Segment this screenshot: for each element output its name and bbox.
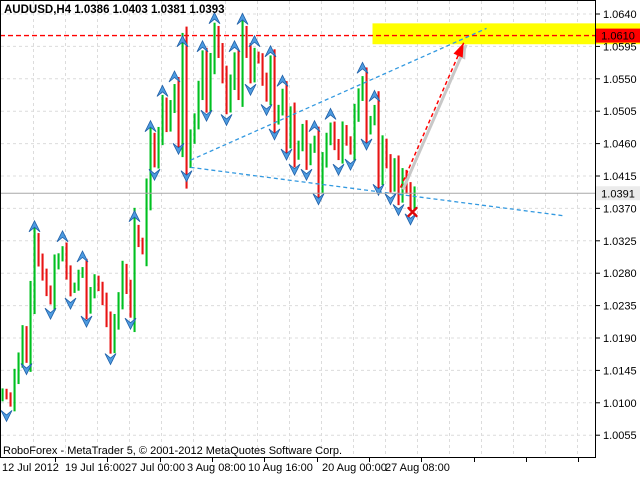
price-tick-label: 1.0145 <box>603 365 637 377</box>
fractal-down-icon <box>104 353 117 366</box>
fractal-down-icon <box>332 163 345 177</box>
fractals-layer <box>0 11 417 423</box>
fractal-up-icon <box>308 119 321 132</box>
price-tick-label: 1.0370 <box>603 203 637 215</box>
current-price-label-text: 1.0391 <box>601 188 635 200</box>
fractal-up-icon <box>156 84 169 97</box>
fractal-down-icon <box>288 163 301 177</box>
fractal-up-icon <box>248 34 261 48</box>
fractal-up-icon <box>356 61 369 74</box>
price-tick-label: 1.0415 <box>603 171 637 183</box>
price-tick-label: 1.0280 <box>603 268 637 280</box>
current-price-label <box>596 186 640 201</box>
projection-arrow[interactable] <box>399 42 468 191</box>
time-tick-label: 27 Jul 00:00 <box>125 462 185 474</box>
time-tick-label: 3 Aug 08:00 <box>187 462 246 474</box>
time-tick-label: 27 Aug 08:00 <box>385 462 450 474</box>
plot-frame <box>0 0 596 458</box>
price-tick-label: 1.0190 <box>603 333 637 345</box>
target-price-label <box>596 28 640 43</box>
fractal-down-icon <box>244 83 257 97</box>
price-tick-label: 1.0595 <box>603 41 637 53</box>
price-tick-label: 1.0460 <box>603 139 637 151</box>
x-marker[interactable] <box>407 206 418 218</box>
price-tick-label: 1.0640 <box>603 9 637 21</box>
fractal-down-icon <box>280 148 293 161</box>
fractal-up-icon <box>144 119 157 132</box>
grid-layer <box>1 1 595 457</box>
fractal-up-icon <box>28 219 41 233</box>
fractal-down-icon <box>20 363 33 376</box>
price-tick-label: 1.0100 <box>603 398 637 410</box>
chart-title: AUDUSD,H4 1.0386 1.0403 1.0381 1.0393 <box>4 4 225 16</box>
time-tick-label: 12 Jul 2012 <box>2 462 59 474</box>
fractal-up-icon <box>228 39 241 53</box>
fractal-up-icon <box>208 11 221 24</box>
price-tick-label: 1.0550 <box>603 74 637 86</box>
fractal-down-icon <box>180 170 193 183</box>
time-tick-label: 20 Aug 00:00 <box>322 462 387 474</box>
fractal-down-icon <box>260 104 273 117</box>
fractal-down-icon <box>220 114 233 127</box>
fractal-up-icon <box>128 209 141 222</box>
fractal-down-icon <box>392 204 405 217</box>
fractal-up-icon <box>196 39 209 53</box>
fractal-down-icon <box>344 158 357 172</box>
price-tick-label: 1.0505 <box>603 106 637 118</box>
resistance-zone[interactable] <box>372 23 640 45</box>
price-tick-label: 1.0055 <box>603 430 637 442</box>
fractal-down-icon <box>300 168 313 182</box>
fractal-up-icon <box>176 34 189 48</box>
time-tick-label: 10 Aug 16:00 <box>248 462 313 474</box>
fractal-up-icon <box>56 229 69 243</box>
fractal-up-icon <box>168 70 181 83</box>
fractal-down-icon <box>44 307 57 321</box>
price-tick-label: 1.0325 <box>603 236 637 248</box>
fractal-up-icon <box>236 12 249 25</box>
fractal-down-icon <box>148 168 161 182</box>
fractal-down-icon <box>372 184 385 197</box>
price-tick-label: 1.0235 <box>603 301 637 313</box>
fractal-down-icon <box>0 410 13 423</box>
target-price-label-text: 1.0610 <box>601 31 635 43</box>
fractal-up-icon <box>76 250 89 263</box>
fractal-down-icon <box>312 193 325 206</box>
fractal-down-icon <box>268 128 281 141</box>
fractal-down-icon <box>360 138 373 151</box>
copyright-text: RoboForex - MetaTrader 5, © 2001-2012 Me… <box>3 445 342 457</box>
fractal-down-icon <box>172 142 185 156</box>
fractal-up-icon <box>368 89 381 102</box>
fractal-up-icon <box>324 107 337 120</box>
fractal-down-icon <box>384 193 397 206</box>
time-axis: 12 Jul 2012 19 Jul 16:00 27 Jul 00:00 3 Aug… <box>2 458 579 474</box>
fractal-up-icon <box>264 44 277 58</box>
ascending-trendline[interactable] <box>190 27 487 161</box>
fractal-down-icon <box>64 297 77 310</box>
time-tick-label: 19 Jul 16:00 <box>65 462 125 474</box>
fractal-down-icon <box>124 317 137 331</box>
fractal-down-icon <box>200 109 213 123</box>
fractal-down-icon <box>80 315 93 328</box>
price-axis: 1.0640 1.0595 1.0550 1.0505 1.0460 1.0415 1.03… <box>596 9 640 442</box>
candles-layer <box>1 16 416 412</box>
fractal-up-icon <box>276 74 289 87</box>
